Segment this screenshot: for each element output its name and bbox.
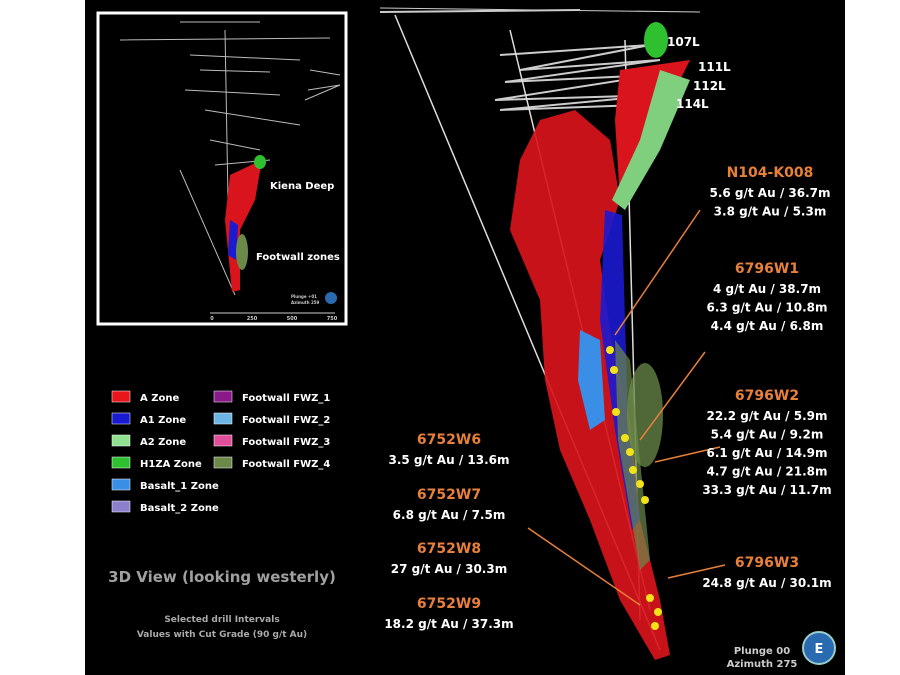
inset-view: Azimuth 259: [291, 300, 320, 305]
view-label: Azimuth 275: [727, 659, 798, 670]
inset-scale-label: 750: [327, 316, 338, 322]
legend-label: H1ZA Zone: [140, 459, 202, 470]
inset-label: Kiena Deep: [270, 181, 334, 192]
compass: [802, 631, 836, 665]
note: Selected drill Intervals: [164, 615, 279, 625]
intercepts: [606, 346, 662, 630]
inset-a1: [228, 220, 238, 260]
level-label: 107L: [667, 35, 700, 49]
legend-label: Footwall FWZ_3: [242, 437, 330, 448]
title: 3D View (looking westerly): [108, 568, 336, 586]
legend-swatch: [213, 412, 233, 425]
hole-name: 6796W1: [735, 261, 799, 277]
h1za-zone: [644, 22, 668, 58]
leader-arrows: [527, 209, 726, 606]
workings: [379, 7, 701, 111]
a2-zone: [612, 70, 690, 210]
legend-label: A Zone: [140, 393, 179, 404]
interval: 24.8 g/t Au / 30.1m: [702, 576, 831, 590]
interval: 5.6 g/t Au / 36.7m: [709, 186, 830, 200]
inset-workings: [119, 21, 341, 296]
legend-swatch: [213, 456, 233, 469]
interval: 4.7 g/t Au / 21.8m: [706, 465, 827, 479]
hole-name: 6796W3: [735, 555, 799, 571]
hole-name: 6796W2: [735, 388, 799, 404]
basalt-1: [578, 330, 605, 430]
legend-swatch: [111, 456, 131, 469]
interval: 18.2 g/t Au / 37.3m: [384, 617, 513, 631]
legend-swatch: [213, 390, 233, 403]
legend-swatch: [111, 500, 131, 513]
interval: 3.8 g/t Au / 5.3m: [714, 205, 827, 219]
interval: 3.5 g/t Au / 13.6m: [388, 453, 509, 467]
interval: 4.4 g/t Au / 6.8m: [711, 319, 824, 333]
interval: 27 g/t Au / 30.3m: [391, 562, 507, 576]
inset-a-zone: [225, 160, 262, 292]
inset-label: Footwall zones: [256, 252, 340, 263]
legend-swatch: [111, 434, 131, 447]
legend-swatch: [111, 478, 131, 491]
legend-label: Basalt_1 Zone: [140, 481, 219, 492]
inset-scale-label: 500: [287, 316, 298, 322]
legend-swatch: [111, 390, 131, 403]
inset-compass: [325, 292, 337, 304]
legend-label: Footwall FWZ_1: [242, 393, 330, 404]
interval: 6.1 g/t Au / 14.9m: [706, 446, 827, 460]
inset-h1za: [254, 155, 266, 169]
legend-label: A2 Zone: [140, 437, 186, 448]
compass-label: E: [815, 642, 824, 657]
level-label: 114L: [676, 97, 709, 111]
hole-name: 6752W7: [417, 487, 481, 503]
legend-label: Footwall FWZ_4: [242, 459, 330, 470]
legend-swatch: [111, 412, 131, 425]
hole-name: 6752W6: [417, 432, 481, 448]
interval: 6.8 g/t Au / 7.5m: [393, 508, 506, 522]
inset-frame: [96, 11, 348, 326]
inset-view: Plunge +01: [291, 294, 317, 299]
view-label: Plunge 00: [734, 646, 790, 657]
interval: 22.2 g/t Au / 5.9m: [706, 409, 827, 423]
inset-scale-label: 0: [210, 316, 214, 322]
legend-label: Footwall FWZ_2: [242, 415, 330, 426]
level-label: 112L: [693, 79, 726, 93]
note: Values with Cut Grade (90 g/t Au): [137, 630, 307, 640]
legend-swatch: [213, 434, 233, 447]
hole-name: N104-K008: [727, 165, 814, 181]
interval: 33.3 g/t Au / 11.7m: [702, 483, 831, 497]
hole-name: 6752W8: [417, 541, 481, 557]
level-label: 111L: [698, 60, 731, 74]
legend-label: A1 Zone: [140, 415, 186, 426]
interval: 6.3 g/t Au / 10.8m: [706, 301, 827, 315]
inset-scale-label: 250: [247, 316, 258, 322]
inset-fwz4: [236, 234, 248, 270]
interval: 5.4 g/t Au / 9.2m: [711, 428, 824, 442]
legend-label: Basalt_2 Zone: [140, 503, 219, 514]
interval: 4 g/t Au / 38.7m: [713, 282, 821, 296]
hole-name: 6752W9: [417, 596, 481, 612]
